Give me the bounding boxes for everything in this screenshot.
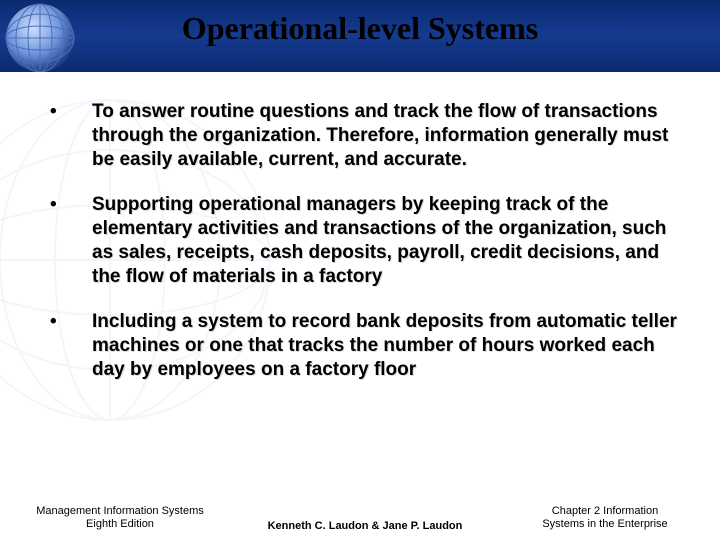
- footer-left: Management Information Systems Eighth Ed…: [20, 505, 220, 533]
- footer-right-line2: Systems in the Enterprise: [542, 518, 667, 530]
- page-title: Operational-level Systems: [0, 10, 720, 47]
- slide-footer: Management Information Systems Eighth Ed…: [20, 505, 700, 533]
- footer-left-line1: Management Information Systems: [36, 505, 204, 517]
- footer-center: Kenneth C. Laudon & Jane P. Laudon: [220, 520, 510, 532]
- bullet-marker: •: [50, 310, 92, 381]
- footer-right: Chapter 2 Information Systems in the Ent…: [510, 505, 700, 533]
- list-item: • Including a system to record bank depo…: [50, 310, 680, 381]
- bullet-list: • To answer routine questions and track …: [50, 100, 680, 404]
- bullet-marker: •: [50, 100, 92, 171]
- list-item: • Supporting operational managers by kee…: [50, 193, 680, 288]
- bullet-text: To answer routine questions and track th…: [92, 100, 680, 171]
- footer-right-line1: Chapter 2 Information: [552, 505, 658, 517]
- list-item: • To answer routine questions and track …: [50, 100, 680, 171]
- bullet-text: Including a system to record bank deposi…: [92, 310, 680, 381]
- footer-left-line2: Eighth Edition: [86, 518, 154, 530]
- bullet-text: Supporting operational managers by keepi…: [92, 193, 680, 288]
- bullet-marker: •: [50, 193, 92, 288]
